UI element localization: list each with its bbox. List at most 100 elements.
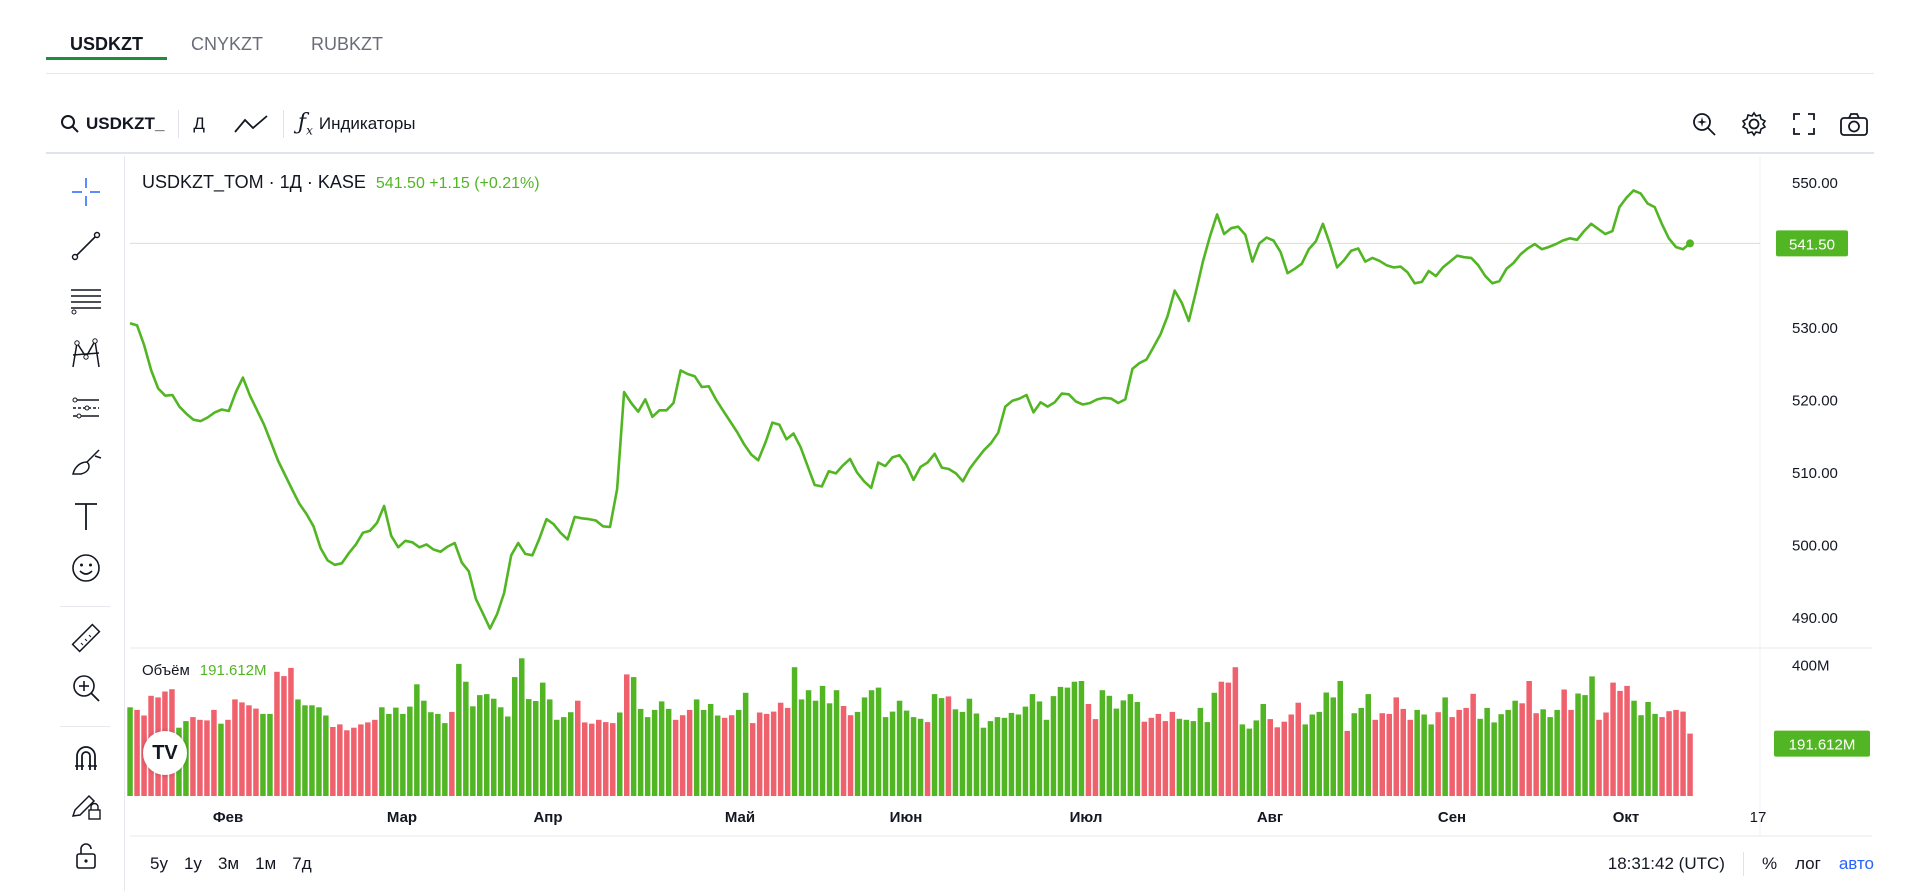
volume-bar	[554, 719, 560, 796]
symbol-search-button[interactable]: USDKZT_	[46, 104, 178, 144]
volume-bar	[791, 667, 798, 796]
volume-bar	[1323, 692, 1329, 796]
volume-bar	[700, 709, 707, 796]
volume-bar	[644, 717, 651, 796]
fullscreen-button[interactable]	[1784, 104, 1824, 144]
volume-bar	[1001, 717, 1008, 796]
volume-bar	[610, 723, 616, 796]
auto-scale-toggle[interactable]: авто	[1838, 854, 1874, 873]
tab-rubkzt[interactable]: RUBKZT	[311, 34, 383, 54]
volume-bar	[1554, 709, 1560, 796]
volume-bar	[1442, 697, 1448, 796]
chart-pane-borders	[130, 156, 1872, 837]
volume-bar	[1379, 713, 1385, 796]
volume-bar	[295, 699, 301, 796]
volume-bar	[707, 704, 714, 796]
volume-bar	[1407, 719, 1413, 796]
volume-bar	[1239, 724, 1246, 796]
volume-bar	[854, 711, 861, 796]
magnet-tool-button[interactable]	[66, 738, 106, 778]
volume-bar	[1645, 702, 1651, 796]
volume-bar	[798, 699, 805, 796]
volume-bar	[484, 694, 490, 796]
projection-icon	[72, 397, 99, 419]
volume-bar	[742, 692, 749, 796]
price-tick-label: 500.00	[1792, 537, 1838, 554]
chart-toolbar: USDKZT_ Д ƒx Индикаторы	[46, 100, 1874, 148]
volume-bar	[1547, 717, 1553, 796]
volume-bar	[1050, 696, 1057, 796]
volume-bar	[973, 713, 980, 796]
bottom-separator	[1742, 852, 1744, 876]
range-7d-button[interactable]: 7д	[292, 854, 312, 873]
volume-bar	[239, 702, 245, 796]
volume-bar	[533, 701, 539, 796]
log-scale-toggle[interactable]: лог	[1795, 854, 1821, 873]
trend-line-tool-button[interactable]	[66, 226, 106, 266]
volume-bar	[847, 715, 854, 796]
quick-search-button[interactable]	[1684, 104, 1724, 144]
quote-value: 541.50 +1.15 (+0.21%)	[375, 175, 540, 192]
range-1y-button[interactable]: 1у	[183, 854, 202, 873]
volume-bar	[1092, 719, 1099, 796]
percent-scale-toggle[interactable]: %	[1761, 854, 1778, 873]
symbol-title[interactable]: USDKZT_TOM · 1Д · KASE	[142, 172, 366, 192]
emoji-tool-button[interactable]	[66, 548, 106, 588]
lock-drawing-tool-button[interactable]	[66, 786, 106, 826]
time-tick-label: Мар	[387, 809, 417, 826]
volume-bar	[1281, 721, 1287, 796]
volume-bar	[1372, 719, 1378, 796]
tab-cnykzt[interactable]: CNYKZT	[191, 34, 263, 54]
volume-bar	[819, 685, 826, 796]
volume-bar	[323, 715, 329, 796]
text-tool-button[interactable]	[66, 496, 106, 536]
indicators-label: Индикаторы	[318, 114, 416, 133]
indicators-button[interactable]: ƒx Индикаторы	[284, 104, 430, 144]
gear-icon	[1741, 111, 1767, 137]
volume-bar	[1176, 718, 1183, 796]
tools-separator	[60, 726, 110, 727]
settings-button[interactable]	[1734, 104, 1774, 144]
text-icon	[75, 503, 97, 530]
fib-tool-button[interactable]	[66, 280, 106, 320]
tab-usdkzt[interactable]: USDKZT	[46, 20, 167, 60]
clock-utc[interactable]: 18:31:42 (UTC)	[1607, 854, 1725, 873]
volume-bar	[1400, 708, 1406, 796]
volume-bar	[302, 705, 308, 796]
range-1m-button[interactable]: 1м	[255, 854, 277, 873]
volume-bar	[1365, 694, 1371, 796]
volume-bar	[637, 708, 644, 796]
volume-bar	[714, 715, 721, 796]
volume-bar	[372, 719, 378, 796]
lock-all-button[interactable]	[66, 836, 106, 876]
time-tick-label: Май	[725, 809, 755, 826]
brush-tool-button[interactable]	[66, 442, 106, 482]
unlock-icon	[76, 843, 96, 869]
volume-label[interactable]: Объём	[142, 662, 190, 679]
volume-bar	[589, 723, 595, 796]
range-5y-button[interactable]: 5у	[150, 854, 168, 873]
volume-bar	[1435, 712, 1441, 796]
tradingview-logo[interactable]: TV	[143, 731, 187, 775]
interval-button[interactable]: Д	[179, 104, 219, 144]
volume-bar	[470, 706, 476, 796]
zoom-tool-button[interactable]	[66, 668, 106, 708]
range-3m-button[interactable]: 3м	[217, 854, 240, 873]
volume-bar	[1155, 713, 1162, 796]
volume-bar	[428, 712, 434, 796]
measure-tool-button[interactable]	[66, 618, 106, 658]
crosshair-tool-button[interactable]	[66, 172, 106, 212]
volume-bar	[980, 727, 987, 796]
volume-bar	[1624, 685, 1630, 796]
volume-bar	[770, 711, 777, 796]
volume-bar	[393, 707, 399, 796]
volume-bar	[1463, 707, 1469, 796]
volume-bar	[232, 699, 238, 796]
pattern-tool-button[interactable]	[66, 334, 106, 374]
volume-bar	[568, 712, 574, 796]
chart-type-button[interactable]	[219, 104, 283, 144]
volume-bar	[861, 697, 868, 796]
screenshot-button[interactable]	[1834, 104, 1874, 144]
prediction-tool-button[interactable]	[66, 388, 106, 428]
